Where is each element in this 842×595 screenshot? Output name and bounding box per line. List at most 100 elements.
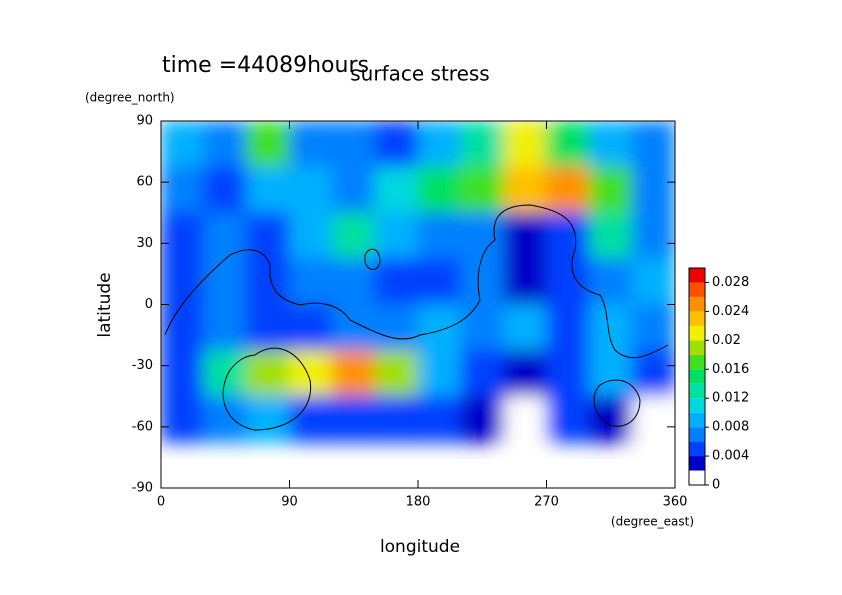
colorbar-tick-label: 0.008 [712, 420, 749, 435]
colorbar-band [689, 340, 705, 355]
field-cells [161, 121, 675, 443]
field-cell [588, 349, 633, 397]
field-cell [417, 258, 462, 305]
colorbar-band [689, 325, 705, 341]
field-cell [289, 395, 333, 443]
field-cell [631, 212, 675, 260]
field-cell [631, 304, 675, 351]
x-tick-label: 270 [534, 495, 559, 510]
field-cell [331, 121, 376, 168]
colorbar-band [689, 470, 705, 485]
field-cell [161, 121, 205, 168]
field-cell [331, 212, 376, 260]
colorbar-tick-label: 0.02 [712, 333, 741, 348]
field-cell [631, 395, 675, 443]
colorbar-band [689, 311, 705, 326]
field-cell [289, 121, 333, 168]
y-tick-label: 60 [136, 175, 153, 190]
field-cell [460, 121, 505, 168]
x-tick-label: 360 [663, 495, 688, 510]
colorbar-tick-label: 0.016 [712, 362, 749, 377]
field-cell [588, 258, 633, 305]
field-cell [203, 349, 248, 397]
field-cell [246, 212, 290, 260]
field-cell [161, 395, 205, 443]
y-unit: (degree_north) [85, 91, 175, 105]
field-cell [161, 304, 205, 351]
field-cell [460, 166, 505, 214]
field-cell [161, 349, 205, 397]
field-cell [161, 212, 205, 260]
field-cell [546, 121, 590, 168]
field-cell [374, 121, 419, 168]
field-cell [417, 212, 462, 260]
colorbar-tick-label: 0.028 [712, 275, 749, 290]
field-cell [417, 395, 462, 443]
field-cell [460, 349, 505, 397]
field-cell [246, 395, 290, 443]
field-cell [374, 304, 419, 351]
axes: 0 90 180 270 360 -90 -60 -30 0 30 60 90 [132, 114, 688, 510]
field-cell [289, 166, 333, 214]
colorbar-band [689, 282, 705, 297]
field-cell [246, 349, 290, 397]
chart-title: surface stress [350, 62, 489, 86]
colorbar-band [689, 456, 705, 471]
field-cell [631, 349, 675, 397]
field-cell [331, 166, 376, 214]
field-cell [417, 166, 462, 214]
colorbar-band [689, 412, 705, 428]
field-cell [546, 258, 590, 305]
coastline [364, 248, 381, 270]
field-cell [460, 212, 505, 260]
field-cell [161, 258, 205, 305]
y-tick-label: -90 [132, 481, 153, 496]
field-cell [246, 166, 290, 214]
colorbar-band [689, 369, 705, 384]
field-cell [203, 395, 248, 443]
colorbar-frame [688, 267, 706, 486]
field-cell [631, 166, 675, 214]
field-cell [203, 166, 248, 214]
colorbar-band [689, 268, 705, 283]
colorbar-tick-label: 0.004 [712, 449, 749, 464]
field-cell [631, 258, 675, 305]
x-unit: (degree_east) [611, 515, 694, 529]
field-cell [503, 121, 547, 168]
field-cell [331, 258, 376, 305]
field-cell [331, 395, 376, 443]
y-tick-label: 0 [145, 297, 153, 312]
field-cell [161, 166, 205, 214]
field-cell [374, 395, 419, 443]
x-tick-label: 0 [157, 495, 165, 510]
colorbar-band [689, 296, 705, 312]
field-cell [546, 304, 590, 351]
field-cell [503, 166, 547, 214]
y-tick-label: -60 [132, 419, 153, 434]
field-cell [417, 121, 462, 168]
field-cell [546, 349, 590, 397]
field-cell [546, 395, 590, 443]
field-cell [374, 212, 419, 260]
colorbar: 0 0.004 0.008 0.012 0.016 0.02 0.024 0.028 [688, 267, 749, 493]
field-cell [374, 258, 419, 305]
colorbar-tick-label: 0 [712, 478, 720, 493]
field-cell [417, 349, 462, 397]
field-cell [203, 121, 248, 168]
field-cell [289, 212, 333, 260]
field-cell [503, 395, 547, 443]
field-cell [246, 121, 290, 168]
field [161, 121, 675, 443]
field-cell [203, 258, 248, 305]
field-cell [588, 395, 633, 443]
y-axis-label: latitude [95, 272, 115, 337]
field-cell [374, 349, 419, 397]
field-cell [546, 166, 590, 214]
x-axis-label: longitude [380, 537, 460, 557]
field-cell [588, 212, 633, 260]
y-tick-label: 90 [136, 114, 153, 129]
field-cell [503, 304, 547, 351]
field-cell [289, 258, 333, 305]
field-cell [588, 304, 633, 351]
